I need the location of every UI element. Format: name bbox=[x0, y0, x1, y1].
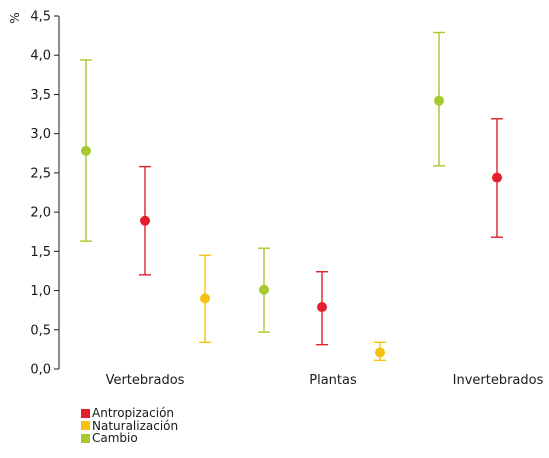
data-point bbox=[81, 146, 91, 156]
y-tick-label: 1,0 bbox=[30, 284, 51, 299]
data-point bbox=[317, 302, 327, 312]
legend-label-cambio: Cambio bbox=[92, 432, 138, 445]
chart-plot: 0,0 0,5 1,0 1,5 2,0 2,5 3,0 3,5 4,0 4,5% Vertebrad… bbox=[0, 0, 549, 400]
y-tick-label: 0,5 bbox=[30, 323, 51, 338]
chart-marks bbox=[80, 32, 503, 360]
category-label: Invertebrados bbox=[453, 373, 544, 388]
legend-swatch-cambio bbox=[81, 434, 90, 443]
y-tick-label: 2,5 bbox=[30, 166, 51, 181]
y-tick-label: 4,5 bbox=[30, 10, 51, 25]
legend-label-antropizacion: Antropización bbox=[92, 407, 174, 420]
chart-legend: Antropización Naturalización Cambio bbox=[81, 407, 178, 445]
chart-axes: 0,0 0,5 1,0 1,5 2,0 2,5 3,0 3,5 4,0 4,5% Vertebrad… bbox=[8, 10, 544, 389]
data-point bbox=[492, 173, 502, 183]
data-point bbox=[259, 285, 269, 295]
y-axis-title: % bbox=[8, 12, 22, 23]
legend-item-antropizacion: Antropización bbox=[81, 407, 178, 420]
y-tick-label: 4,0 bbox=[30, 49, 51, 64]
category-label: Vertebrados bbox=[106, 373, 185, 388]
legend-swatch-naturalizacion bbox=[81, 421, 90, 430]
y-tick-label: 0,0 bbox=[30, 363, 51, 378]
y-tick-label: 3,5 bbox=[30, 88, 51, 103]
y-tick-label: 3,0 bbox=[30, 127, 51, 142]
category-label: Plantas bbox=[309, 373, 357, 388]
legend-item-cambio: Cambio bbox=[81, 432, 178, 445]
data-point bbox=[434, 96, 444, 106]
data-point bbox=[200, 293, 210, 303]
data-point bbox=[140, 216, 150, 226]
data-point bbox=[375, 348, 385, 358]
y-tick-label: 2,0 bbox=[30, 206, 51, 221]
legend-swatch-antropizacion bbox=[81, 409, 90, 418]
y-tick-label: 1,5 bbox=[30, 245, 51, 260]
